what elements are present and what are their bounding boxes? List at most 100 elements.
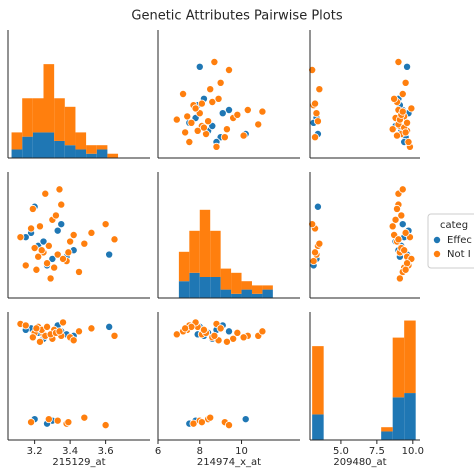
scatter-point [199, 325, 208, 334]
hist-bar [381, 427, 393, 432]
scatter-point [258, 107, 267, 116]
hist-bar [220, 289, 232, 298]
scatter-point [172, 330, 181, 339]
scatter-point [28, 333, 37, 342]
hist-bar [32, 98, 44, 133]
scatter-point [66, 237, 75, 246]
hist-bar [231, 293, 242, 298]
hist-bar [210, 230, 221, 277]
scatter-point [105, 250, 114, 259]
scatter-point [397, 211, 406, 220]
scatter-point [87, 324, 96, 333]
scatter-point [224, 327, 233, 336]
scatter-point [48, 254, 57, 263]
scatter-point [208, 98, 217, 107]
scatter-point [222, 125, 231, 134]
scatter-point [172, 115, 181, 124]
hist-bar [404, 393, 416, 440]
scatter-point [224, 106, 233, 115]
scatter-point [233, 328, 242, 337]
scatter-point [214, 94, 223, 103]
legend-box [427, 213, 474, 269]
scatter-point [44, 415, 53, 424]
scatter-point [398, 90, 407, 99]
scatter-point [64, 418, 73, 427]
hist-bar [189, 272, 200, 298]
hist-bar [199, 277, 211, 298]
scatter-point [181, 128, 190, 137]
x-tick-label: 8 [197, 446, 203, 457]
scatter-point [390, 94, 399, 103]
scatter-point [401, 78, 410, 87]
scatter-point [181, 324, 190, 333]
scatter-point [313, 202, 322, 211]
scatter-point [241, 415, 250, 424]
scatter-point [199, 123, 208, 132]
hist-bar [64, 106, 76, 146]
hist-bar [178, 281, 190, 298]
hist-bar [392, 337, 405, 398]
hist-bar [86, 153, 97, 158]
hist-bar [54, 140, 65, 158]
scatter-point [206, 85, 215, 94]
scatter-point [243, 106, 252, 115]
scatter-point [212, 142, 221, 151]
scatter-point [222, 337, 231, 346]
scatter-point [21, 261, 30, 270]
scatter-point [75, 267, 84, 276]
scatter-point [204, 117, 213, 126]
x-tick-label: 7.5 [369, 446, 385, 457]
scatter-point [53, 250, 62, 259]
x-tick-label: 3.6 [98, 446, 114, 457]
hist-bar [64, 145, 76, 158]
scatter-point [185, 137, 194, 146]
scatter-point [32, 324, 41, 333]
scatter-point [224, 66, 233, 75]
x-tick-label: 3.4 [62, 446, 78, 457]
scatter-point [30, 244, 39, 253]
chart-title: Genetic Attributes Pairwise Plots [131, 9, 342, 24]
scatter-point [53, 416, 62, 425]
hist-bar [96, 145, 108, 150]
scatter-point [388, 222, 397, 231]
scatter-point [206, 413, 215, 422]
scatter-point [258, 327, 267, 336]
scatter-point [407, 104, 416, 113]
scatter-point [398, 185, 407, 194]
x-axis-label: 209480_at [333, 457, 386, 468]
scatter-point [401, 128, 410, 137]
hist-bar [32, 132, 44, 158]
scatter-point [101, 220, 110, 229]
scatter-point [80, 239, 89, 248]
hist-bar [241, 289, 252, 298]
x-tick-label: 10.0 [402, 446, 424, 457]
scatter-point [388, 125, 397, 134]
hist-bar [262, 289, 273, 298]
hist-bar [189, 230, 200, 273]
scatter-point [57, 200, 66, 209]
hist-bar [11, 132, 23, 150]
scatter-point [403, 118, 412, 127]
scatter-point [197, 418, 206, 427]
scatter-point [233, 110, 242, 119]
legend-title: categ [440, 220, 468, 231]
scatter-point [220, 133, 229, 142]
legend-marker [432, 249, 441, 258]
scatter-point [239, 131, 248, 140]
scatter-point [75, 327, 84, 336]
hist-bar [43, 64, 55, 133]
scatter-point [35, 337, 44, 346]
hist-bar [241, 281, 252, 290]
legend-label: Effec [447, 235, 472, 246]
hist-bar [251, 285, 263, 294]
scatter-point [51, 211, 60, 220]
legend-label: Not I [447, 249, 471, 260]
x-tick-label: 5.0 [333, 446, 349, 457]
scatter-point [404, 137, 413, 146]
hist-bar [392, 397, 405, 440]
hist-bar [312, 414, 324, 440]
x-tick-label: 10 [235, 446, 248, 457]
scatter-point [55, 327, 64, 336]
hist-bar [22, 136, 33, 158]
